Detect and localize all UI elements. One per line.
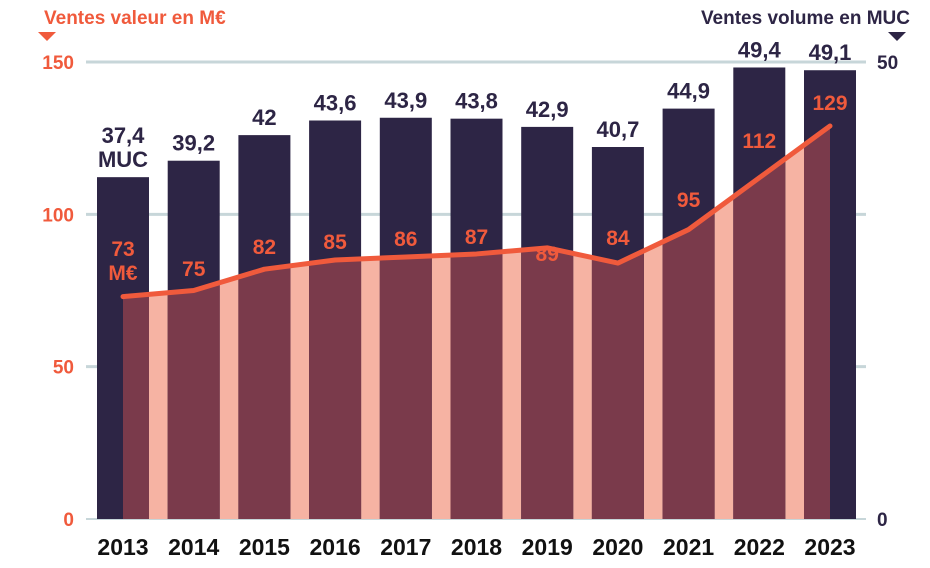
bar-value-label: 44,9: [667, 79, 710, 104]
bar-value-label: 49,4: [738, 37, 782, 62]
right-axis-title: Ventes volume en MUC: [701, 8, 910, 29]
bar-value-label: 40,7: [596, 117, 639, 142]
x-tick-label: 2019: [522, 534, 573, 560]
line-value-label: 75: [182, 258, 206, 281]
left-tick-label: 150: [42, 53, 74, 74]
x-axis: 2013 2014 2015 2016 2017 2018 2019 2020 2021 2022…: [97, 534, 855, 560]
left-tick-label: 100: [42, 205, 74, 226]
line-value-label: 85: [323, 231, 347, 254]
line-value-label: 129: [812, 92, 847, 115]
bar-overlap: [804, 125, 830, 519]
line-value-label: 73: [111, 238, 134, 261]
bar-value-label: 43,9: [384, 88, 427, 113]
line-value-label: 89: [536, 243, 559, 266]
bar-value-label: 49,1: [809, 40, 852, 65]
line-value-label: 84: [606, 227, 630, 250]
x-tick-label: 2018: [451, 534, 502, 560]
left-tick-label: 0: [63, 510, 74, 531]
bar-unit-label: MUC: [98, 147, 148, 172]
right-axis-marker-icon: [888, 32, 906, 41]
right-tick-label: 50: [877, 53, 898, 74]
x-tick-label: 2022: [734, 534, 785, 560]
bar-value-label: 42: [252, 105, 276, 130]
bar-value-label: 43,8: [455, 89, 498, 114]
bar-value-label: 43,6: [314, 90, 357, 115]
line-unit-label: M€: [108, 262, 137, 285]
x-tick-label: 2017: [380, 534, 431, 560]
x-tick-label: 2016: [310, 534, 361, 560]
bar-value-label: 39,2: [172, 131, 215, 156]
value-labels: 73M€ 75 82 85 86 87 89 84 95 112 129: [108, 92, 847, 285]
left-tick-label: 50: [53, 358, 74, 379]
left-axis-title: Ventes valeur en M€: [44, 8, 226, 29]
left-axis-marker-icon: [38, 32, 56, 41]
x-tick-label: 2020: [592, 534, 643, 560]
right-axis-ticks: 0 50: [877, 53, 898, 531]
line-value-label: 87: [465, 226, 488, 249]
left-axis-ticks: 0 50 100 150: [42, 53, 74, 531]
x-tick-label: 2023: [804, 534, 855, 560]
line-value-label: 95: [677, 189, 701, 212]
line-value-label: 82: [253, 236, 276, 259]
x-tick-label: 2014: [168, 534, 219, 560]
x-tick-label: 2015: [239, 534, 290, 560]
x-tick-label: 2013: [97, 534, 148, 560]
x-tick-label: 2021: [663, 534, 714, 560]
line-value-label: 86: [394, 228, 417, 251]
value-line: [120, 123, 833, 300]
bar-value-label: 37,4: [102, 123, 146, 148]
right-tick-label: 0: [877, 510, 888, 531]
bar-value-label: 42,9: [526, 97, 569, 122]
line-value-label: 112: [742, 130, 776, 153]
value-line-path: [120, 123, 833, 300]
